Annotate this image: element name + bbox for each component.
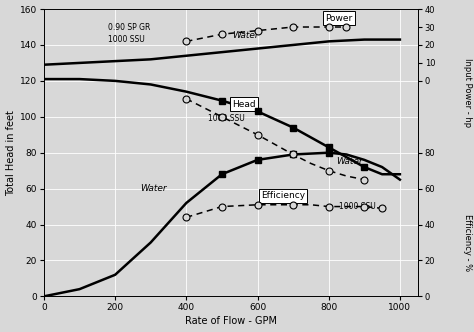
Text: Water: Water bbox=[140, 184, 167, 193]
Text: Water: Water bbox=[233, 32, 259, 41]
X-axis label: Rate of Flow - GPM: Rate of Flow - GPM bbox=[185, 316, 277, 326]
Text: Efficiency - %: Efficiency - % bbox=[463, 214, 472, 271]
Y-axis label: Total Head in feet: Total Head in feet bbox=[6, 110, 16, 196]
Text: Input Power - hp: Input Power - hp bbox=[463, 58, 472, 127]
Text: 1000 SSU: 1000 SSU bbox=[339, 202, 376, 211]
Text: 1000 SSU: 1000 SSU bbox=[208, 114, 245, 123]
Text: 0.90 SP GR
1000 SSU: 0.90 SP GR 1000 SSU bbox=[108, 24, 150, 43]
Text: Efficiency: Efficiency bbox=[261, 191, 305, 200]
Text: Head: Head bbox=[233, 100, 256, 109]
Text: Power: Power bbox=[325, 14, 352, 23]
Text: Water: Water bbox=[336, 157, 363, 166]
